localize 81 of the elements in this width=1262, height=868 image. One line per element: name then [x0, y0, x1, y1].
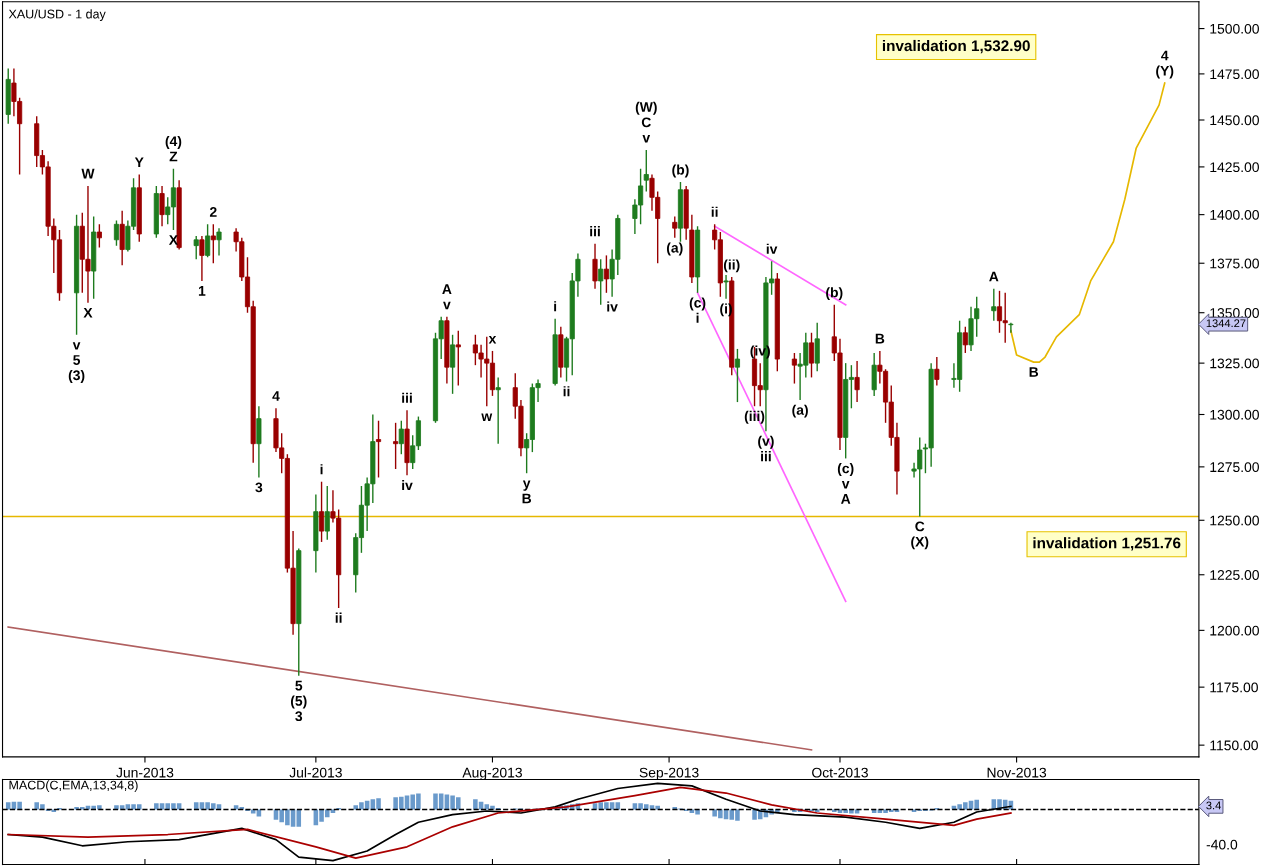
- annotation: Z: [169, 151, 178, 162]
- y-tick-label: 1300.00: [1210, 409, 1259, 420]
- annotation: 4: [272, 391, 280, 401]
- ref-line-label: invalidation 1,251.76: [1033, 537, 1181, 551]
- annotation: v: [642, 135, 651, 143]
- annotation: (ii): [723, 259, 740, 273]
- annotation: 5: [295, 680, 303, 691]
- annotation: B: [1029, 367, 1039, 377]
- y-tick-label: 1500.00: [1210, 23, 1259, 34]
- y-tick-label: 1275.00: [1210, 462, 1259, 473]
- y-tick-label: 1200.00: [1210, 625, 1259, 636]
- annotation: y: [522, 480, 531, 491]
- annotation: 1: [198, 286, 206, 296]
- annotation: (c): [837, 463, 854, 476]
- y-tick-label: 1150.00: [1210, 740, 1258, 751]
- annotation: v: [841, 481, 850, 489]
- annotation: iv: [402, 479, 413, 491]
- annotation: iii: [590, 226, 600, 237]
- annotation: x: [488, 336, 497, 344]
- annotation: C: [915, 521, 925, 532]
- annotation: 3: [255, 482, 263, 493]
- text: XAU/USD - 1 day: [8, 9, 106, 21]
- annotation: (iii): [744, 410, 765, 424]
- annotation: ii: [711, 206, 718, 217]
- annotation: iv: [607, 301, 618, 312]
- x-tick-label: Sep-2013: [639, 767, 699, 781]
- y-tick-label: 1475.00: [1210, 69, 1259, 80]
- annotation: i: [554, 301, 557, 312]
- annotation: (3): [68, 369, 85, 383]
- annotation: (X): [911, 536, 929, 550]
- x-tick-label: Aug-2013: [462, 767, 522, 781]
- y-tick-label: 1400.00: [1210, 209, 1259, 220]
- y-tick-label: 1225.00: [1210, 570, 1259, 580]
- annotation: (5): [290, 695, 307, 709]
- annotation: Y: [134, 157, 144, 167]
- x-tick-label: Jun-2013: [116, 767, 174, 778]
- annotation: invalidation 1,532.90: [882, 39, 1030, 54]
- annotation: i: [696, 312, 699, 323]
- annotation: (4): [165, 135, 182, 149]
- annotation: (b): [826, 287, 843, 301]
- x-tick-label: Jul-2013: [289, 767, 342, 778]
- chart-title: MACD(C,EMA,13,34,8): [9, 780, 138, 792]
- annotation: 5: [73, 355, 81, 365]
- y-tick-label: 1325.00: [1210, 358, 1259, 369]
- annotation: (b): [672, 164, 689, 178]
- annotation: i: [320, 464, 323, 475]
- annotation: B: [522, 493, 532, 504]
- text: -40.0: [1206, 839, 1238, 850]
- annotation: iii: [761, 451, 771, 462]
- y-tick-label: 1175.00: [1210, 682, 1258, 693]
- annotation: 3: [295, 711, 303, 722]
- annotation: B: [875, 333, 885, 344]
- annotation: 2: [209, 207, 217, 217]
- annotation: iv: [766, 243, 778, 254]
- y-tick-label: 1350.00: [1210, 308, 1259, 318]
- y-tick-label: 1450.00: [1210, 115, 1259, 126]
- annotation: W: [81, 168, 95, 179]
- annotation: A: [442, 284, 452, 294]
- annotation: w: [481, 413, 493, 421]
- x-tick-label: Nov-2013: [987, 767, 1047, 778]
- annotation: C: [641, 117, 651, 128]
- y-tick-label: 1375.00: [1210, 258, 1259, 269]
- text: 1344.27: [1206, 319, 1246, 328]
- annotation: (Y): [1156, 65, 1174, 79]
- annotation: v: [72, 342, 81, 350]
- annotation: (a): [666, 242, 683, 256]
- annotation: (a): [792, 404, 808, 418]
- annotation: iii: [402, 392, 412, 403]
- y-tick-label: 1250.00: [1210, 515, 1259, 526]
- annotation: (v): [758, 435, 774, 449]
- text: 3.4: [1206, 801, 1221, 810]
- annotation: 4: [1161, 50, 1169, 61]
- annotation: v: [443, 301, 451, 310]
- x-tick-label: Oct-2013: [812, 767, 868, 778]
- y-tick-label: 1425.00: [1210, 162, 1259, 173]
- annotation: ii: [563, 386, 570, 397]
- annotation: X: [83, 307, 93, 318]
- annotation: A: [841, 494, 851, 504]
- annotation: ii: [335, 612, 342, 623]
- annotation: A: [989, 271, 999, 282]
- annotation: (W): [635, 101, 657, 115]
